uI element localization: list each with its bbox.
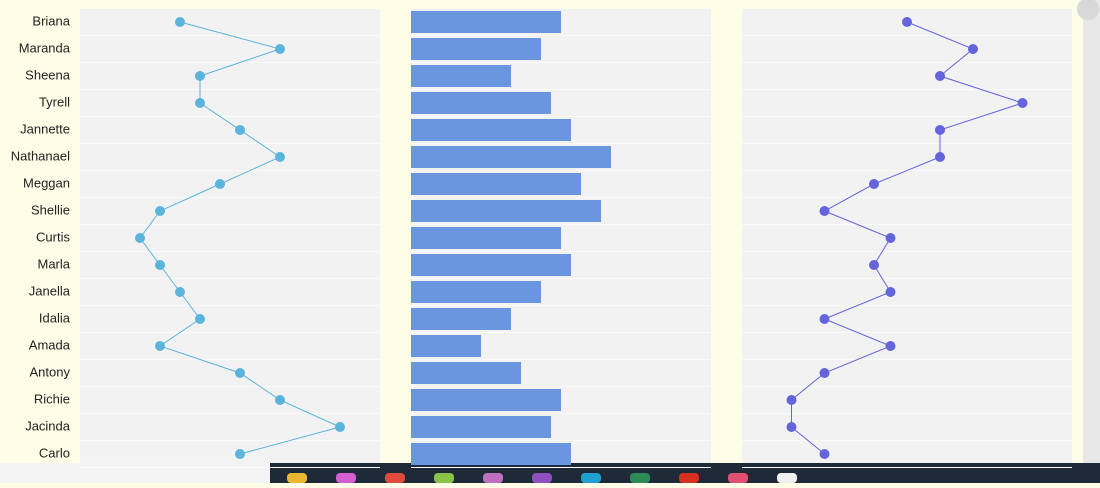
taskbar-icon[interactable] — [434, 473, 454, 483]
point — [786, 395, 797, 405]
panel — [80, 9, 380, 463]
row-label: Jannette — [20, 121, 70, 136]
row-label: Janella — [29, 283, 71, 298]
point — [175, 17, 185, 27]
point — [195, 71, 205, 81]
bar — [411, 11, 561, 33]
taskbar-search[interactable] — [0, 463, 270, 483]
point — [819, 368, 830, 378]
point — [195, 314, 205, 324]
bar — [411, 173, 581, 195]
bar — [411, 254, 571, 276]
bar — [411, 443, 571, 465]
point — [935, 152, 945, 162]
row-label: Briana — [32, 13, 70, 28]
taskbar-icon[interactable] — [483, 473, 503, 483]
bar — [411, 119, 571, 141]
row-label: Amada — [29, 337, 71, 352]
bar — [411, 416, 551, 438]
taskbar-icon[interactable] — [287, 473, 307, 483]
bar — [411, 389, 561, 411]
bar — [411, 146, 611, 168]
row-label: Antony — [30, 364, 71, 379]
point — [935, 71, 945, 81]
point — [935, 125, 945, 135]
taskbar-icon[interactable] — [581, 473, 601, 483]
taskbar-icon[interactable] — [532, 473, 552, 483]
taskbar-icon[interactable] — [630, 473, 650, 483]
point — [135, 233, 145, 243]
point — [869, 260, 879, 270]
point — [275, 44, 285, 54]
row-label: Meggan — [23, 175, 70, 190]
row-label: Maranda — [19, 40, 71, 55]
point — [235, 449, 245, 459]
taskbar-icon[interactable] — [728, 473, 748, 483]
row-label: Marla — [37, 256, 70, 271]
point — [235, 125, 245, 135]
point — [195, 98, 205, 108]
row-label: Carlo — [39, 445, 70, 460]
point — [155, 260, 165, 270]
taskbar-icon[interactable] — [385, 473, 405, 483]
point — [968, 44, 978, 54]
point — [885, 341, 896, 351]
row-label: Curtis — [36, 229, 70, 244]
point — [175, 287, 185, 297]
panel — [742, 9, 1072, 463]
taskbar-icon[interactable] — [336, 473, 356, 483]
point — [155, 341, 165, 351]
point — [869, 179, 879, 189]
point — [819, 449, 830, 459]
point — [275, 152, 285, 162]
point — [819, 314, 830, 324]
bar — [411, 200, 601, 222]
point — [335, 422, 345, 432]
point — [786, 422, 797, 432]
row-label: Nathanael — [11, 148, 70, 163]
bar — [411, 38, 541, 60]
taskbar-icons — [287, 473, 797, 483]
bar — [411, 335, 481, 357]
scrollbar[interactable] — [1083, 0, 1100, 463]
scroll-button[interactable] — [1077, 0, 1099, 20]
bar — [411, 92, 551, 114]
bar — [411, 362, 521, 384]
row-label: Idalia — [39, 310, 71, 325]
point — [819, 206, 830, 216]
row-label: Shellie — [31, 202, 70, 217]
bar — [411, 281, 541, 303]
bar — [411, 227, 561, 249]
point — [275, 395, 285, 405]
taskbar-icon[interactable] — [777, 473, 797, 483]
row-label: Richie — [34, 391, 70, 406]
point — [885, 287, 896, 297]
point — [155, 206, 165, 216]
point — [215, 179, 225, 189]
bar — [411, 308, 511, 330]
bar — [411, 65, 511, 87]
point — [1017, 98, 1028, 108]
row-label: Tyrell — [39, 94, 70, 109]
row-label: Sheena — [25, 67, 71, 82]
taskbar-icon[interactable] — [679, 473, 699, 483]
point — [235, 368, 245, 378]
point — [885, 233, 896, 243]
point — [902, 17, 912, 27]
row-label: Jacinda — [25, 418, 71, 433]
